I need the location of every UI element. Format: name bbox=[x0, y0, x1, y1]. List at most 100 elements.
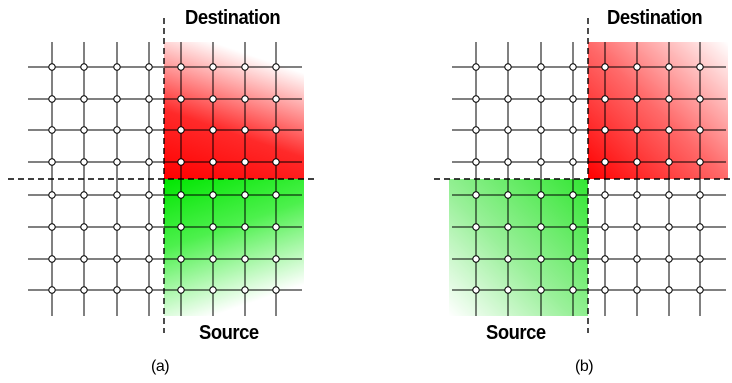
grid-node-b bbox=[633, 158, 641, 166]
destination-region-a bbox=[164, 42, 304, 179]
grid-node-b bbox=[569, 255, 577, 263]
grid-node-a bbox=[113, 286, 121, 294]
grid-node-b bbox=[665, 95, 673, 103]
grid-node-b bbox=[601, 158, 609, 166]
grid-node-a bbox=[145, 63, 153, 71]
grid-node-a bbox=[80, 223, 88, 231]
grid-node-b bbox=[504, 255, 512, 263]
grid-node-b bbox=[537, 126, 545, 134]
destination-region-b bbox=[588, 42, 728, 179]
grid-node-b bbox=[696, 255, 704, 263]
grid-node-b bbox=[633, 126, 641, 134]
grid-node-b bbox=[601, 191, 609, 199]
grid-node-b bbox=[569, 95, 577, 103]
grid-node-b bbox=[537, 255, 545, 263]
source-label-b: Source bbox=[486, 322, 546, 344]
grid-node-b bbox=[504, 126, 512, 134]
grid-node-b bbox=[569, 286, 577, 294]
grid-node-a bbox=[80, 63, 88, 71]
grid-node-b bbox=[504, 158, 512, 166]
grid-node-b bbox=[601, 63, 609, 71]
grid-node-b bbox=[696, 63, 704, 71]
grid-node-a bbox=[177, 63, 185, 71]
grid-node-b bbox=[696, 286, 704, 294]
grid-node-b bbox=[633, 255, 641, 263]
grid-node-b bbox=[472, 126, 480, 134]
grid-node-a bbox=[80, 158, 88, 166]
grid-node-a bbox=[48, 63, 56, 71]
grid-node-b bbox=[537, 191, 545, 199]
grid-node-b bbox=[472, 63, 480, 71]
grid-node-b bbox=[504, 63, 512, 71]
destination-label-a: Destination bbox=[185, 7, 281, 29]
source-region-a bbox=[164, 179, 304, 316]
grid-node-a bbox=[48, 126, 56, 134]
source-region-b bbox=[449, 179, 588, 316]
grid-node-b bbox=[601, 255, 609, 263]
grid-node-b bbox=[569, 158, 577, 166]
grid-node-a bbox=[241, 126, 249, 134]
grid-node-b bbox=[601, 223, 609, 231]
grid-node-a bbox=[177, 126, 185, 134]
grid-node-b bbox=[696, 223, 704, 231]
grid-node-a bbox=[113, 126, 121, 134]
grid-node-a bbox=[209, 255, 217, 263]
grid-node-a bbox=[145, 191, 153, 199]
grid-node-a bbox=[145, 286, 153, 294]
grid-node-b bbox=[665, 126, 673, 134]
grid-node-b bbox=[665, 255, 673, 263]
grid-node-a bbox=[241, 158, 249, 166]
grid-node-a bbox=[272, 158, 280, 166]
grid-node-a bbox=[113, 223, 121, 231]
grid-node-a bbox=[241, 191, 249, 199]
grid-node-b bbox=[601, 126, 609, 134]
grid-node-a bbox=[177, 255, 185, 263]
panel-a bbox=[8, 18, 318, 333]
grid-a bbox=[28, 42, 302, 316]
grid-node-a bbox=[209, 223, 217, 231]
grid-node-a bbox=[48, 255, 56, 263]
grid-node-b bbox=[504, 191, 512, 199]
grid-node-a bbox=[145, 126, 153, 134]
grid-node-a bbox=[209, 286, 217, 294]
grid-node-b bbox=[665, 286, 673, 294]
grid-node-b bbox=[504, 95, 512, 103]
grid-node-a bbox=[80, 191, 88, 199]
grid-node-b bbox=[472, 191, 480, 199]
grid-node-b bbox=[504, 223, 512, 231]
grid-node-a bbox=[272, 255, 280, 263]
grid-node-a bbox=[209, 158, 217, 166]
grid-node-b bbox=[696, 191, 704, 199]
grid-node-b bbox=[537, 286, 545, 294]
grid-node-a bbox=[272, 126, 280, 134]
grid-node-a bbox=[113, 158, 121, 166]
grid-node-b bbox=[665, 223, 673, 231]
grid-node-a bbox=[177, 223, 185, 231]
grid-node-a bbox=[48, 223, 56, 231]
grid-node-b bbox=[601, 95, 609, 103]
grid-node-b bbox=[569, 63, 577, 71]
grid-node-b bbox=[504, 286, 512, 294]
source-label-a: Source bbox=[199, 322, 259, 344]
grid-node-b bbox=[472, 255, 480, 263]
grid-node-a bbox=[272, 223, 280, 231]
grid-node-a bbox=[272, 63, 280, 71]
grid-node-b bbox=[472, 286, 480, 294]
grid-node-a bbox=[177, 158, 185, 166]
grid-node-a bbox=[80, 126, 88, 134]
grid-node-a bbox=[80, 255, 88, 263]
grid-node-b bbox=[569, 191, 577, 199]
grid-node-a bbox=[177, 191, 185, 199]
grid-node-b bbox=[633, 286, 641, 294]
grid-node-a bbox=[241, 63, 249, 71]
grid-node-a bbox=[209, 191, 217, 199]
grid-node-b bbox=[601, 286, 609, 294]
panel-b bbox=[434, 18, 731, 333]
grid-node-a bbox=[241, 95, 249, 103]
grid-node-a bbox=[272, 191, 280, 199]
grid-node-b bbox=[537, 158, 545, 166]
grid-node-a bbox=[113, 255, 121, 263]
caption-a: (a) bbox=[151, 358, 170, 375]
grid-node-a bbox=[113, 95, 121, 103]
